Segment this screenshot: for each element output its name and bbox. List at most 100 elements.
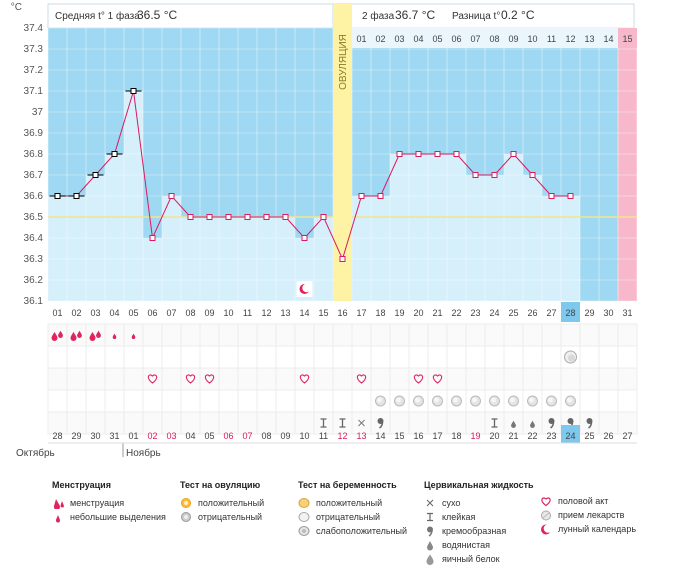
heart-icon bbox=[204, 374, 215, 384]
dry-icon bbox=[426, 499, 434, 507]
legend-title: Менструация bbox=[52, 480, 111, 490]
phase2-day-label: 05 bbox=[432, 34, 442, 44]
symptom-cell bbox=[237, 323, 258, 347]
cycle-day-label: 22 bbox=[451, 308, 461, 318]
cycle-day-label: 28 bbox=[565, 308, 575, 318]
phase2-day-label: 13 bbox=[584, 34, 594, 44]
symptom-cell bbox=[218, 389, 239, 413]
pill-icon bbox=[541, 510, 551, 521]
date-label: 20 bbox=[489, 431, 499, 441]
phase2-day-label: 15 bbox=[622, 34, 632, 44]
test-negative-icon-inner bbox=[510, 397, 515, 403]
symptom-cell bbox=[617, 389, 638, 413]
bbt-chart: °C Средняя t° 1 фаза 36.5 °C 2 фаза 36.7… bbox=[11, 2, 638, 459]
symptom-cell bbox=[408, 345, 429, 369]
cycle-day-label: 27 bbox=[546, 308, 556, 318]
symptom-cell bbox=[370, 367, 391, 391]
date-label: 10 bbox=[299, 431, 309, 441]
legend-item: яичный белок bbox=[424, 552, 534, 566]
symptom-cell bbox=[408, 367, 429, 391]
temp-point bbox=[377, 193, 384, 199]
creamy-icon-tail bbox=[379, 421, 384, 429]
symptom-cell bbox=[598, 323, 619, 347]
symptom-cell bbox=[484, 367, 505, 391]
temp-point bbox=[301, 235, 308, 241]
date-label: 28 bbox=[52, 431, 62, 441]
symptom-cell bbox=[370, 323, 391, 347]
diff-value: 0.2 °C bbox=[501, 8, 535, 22]
temp-bar bbox=[257, 217, 276, 301]
symptom-cell bbox=[256, 389, 277, 413]
symptom-cell bbox=[275, 367, 296, 391]
temp-bar bbox=[143, 238, 162, 301]
symptom-cell bbox=[180, 345, 201, 369]
phase2-day-label: 06 bbox=[451, 34, 461, 44]
symptom-cell bbox=[427, 323, 448, 347]
y-tick-label: 36.8 bbox=[24, 149, 44, 160]
cycle-day-label: 03 bbox=[90, 308, 100, 318]
temp-point bbox=[396, 151, 403, 157]
temp-point bbox=[529, 172, 536, 178]
drop-icon bbox=[77, 330, 82, 338]
temp-point bbox=[491, 172, 498, 178]
temp-point bbox=[187, 214, 194, 220]
phase2-day-label: 03 bbox=[394, 34, 404, 44]
cycle-day-label: 31 bbox=[622, 308, 632, 318]
temp-point bbox=[415, 151, 422, 157]
legend-item: прием лекарств bbox=[540, 508, 636, 522]
temp-point bbox=[73, 193, 80, 199]
symptom-cell bbox=[351, 345, 372, 369]
drop-icon bbox=[511, 420, 516, 428]
symptom-cell bbox=[180, 389, 201, 413]
legend-item: менструация bbox=[52, 496, 166, 510]
test-negative-icon-inner bbox=[472, 397, 477, 403]
symptom-cell bbox=[123, 367, 144, 391]
heart-icon bbox=[541, 497, 551, 507]
symptom-cell bbox=[47, 367, 68, 391]
temp-point bbox=[111, 151, 118, 157]
creamy-icon bbox=[427, 526, 433, 537]
symptom-cell bbox=[294, 367, 315, 391]
symptom-cell bbox=[256, 345, 277, 369]
symptom-cell bbox=[446, 345, 467, 369]
creamy-icon-tail bbox=[588, 421, 593, 429]
heart-icon bbox=[432, 374, 443, 384]
temp-point bbox=[282, 214, 289, 220]
temp-point bbox=[339, 256, 346, 262]
symptom-cell bbox=[47, 323, 68, 347]
heart-icon bbox=[299, 374, 310, 384]
symptom-cell bbox=[161, 367, 182, 391]
cycle-day-label: 30 bbox=[603, 308, 613, 318]
temp-bar bbox=[276, 217, 295, 301]
dry-icon bbox=[358, 419, 365, 427]
symptom-cell bbox=[66, 323, 87, 347]
test-negative-icon-inner bbox=[434, 397, 439, 403]
cycle-day-label: 04 bbox=[109, 308, 119, 318]
symptom-cell bbox=[313, 345, 334, 369]
test-negative-icon-inner bbox=[529, 397, 534, 403]
phase2-day-label: 14 bbox=[603, 34, 613, 44]
temp-bar bbox=[124, 91, 143, 301]
cycle-day-axis: 01 02 03 04 05 06 07 08 09 10 11 12 13 14 15 16 17 18 19 20… bbox=[52, 302, 633, 322]
symptom-cell bbox=[142, 345, 163, 369]
date-label: 13 bbox=[356, 431, 366, 441]
symptom-cell bbox=[275, 345, 296, 369]
symptom-cell bbox=[294, 345, 315, 369]
symptom-cell bbox=[237, 345, 258, 369]
phase2-day-label: 09 bbox=[508, 34, 518, 44]
temp-bar bbox=[466, 175, 485, 301]
symptom-cell bbox=[484, 323, 505, 347]
temp-bar bbox=[485, 175, 504, 301]
legend-title: Тест на овуляцию bbox=[180, 480, 261, 490]
temp-point bbox=[453, 151, 460, 157]
date-label: 14 bbox=[375, 431, 385, 441]
temp-point bbox=[567, 193, 574, 199]
temp-bar bbox=[561, 196, 580, 301]
symptom-cell bbox=[579, 345, 600, 369]
date-label: 15 bbox=[394, 431, 404, 441]
symptom-cell bbox=[598, 367, 619, 391]
symptom-cell bbox=[427, 345, 448, 369]
y-axis: 36.1 36.2 36.3 36.4 36.5 36.6 36.7 36.8 36.9 37 37… bbox=[24, 23, 44, 307]
temp-point bbox=[472, 172, 479, 178]
symptom-cell bbox=[503, 323, 524, 347]
